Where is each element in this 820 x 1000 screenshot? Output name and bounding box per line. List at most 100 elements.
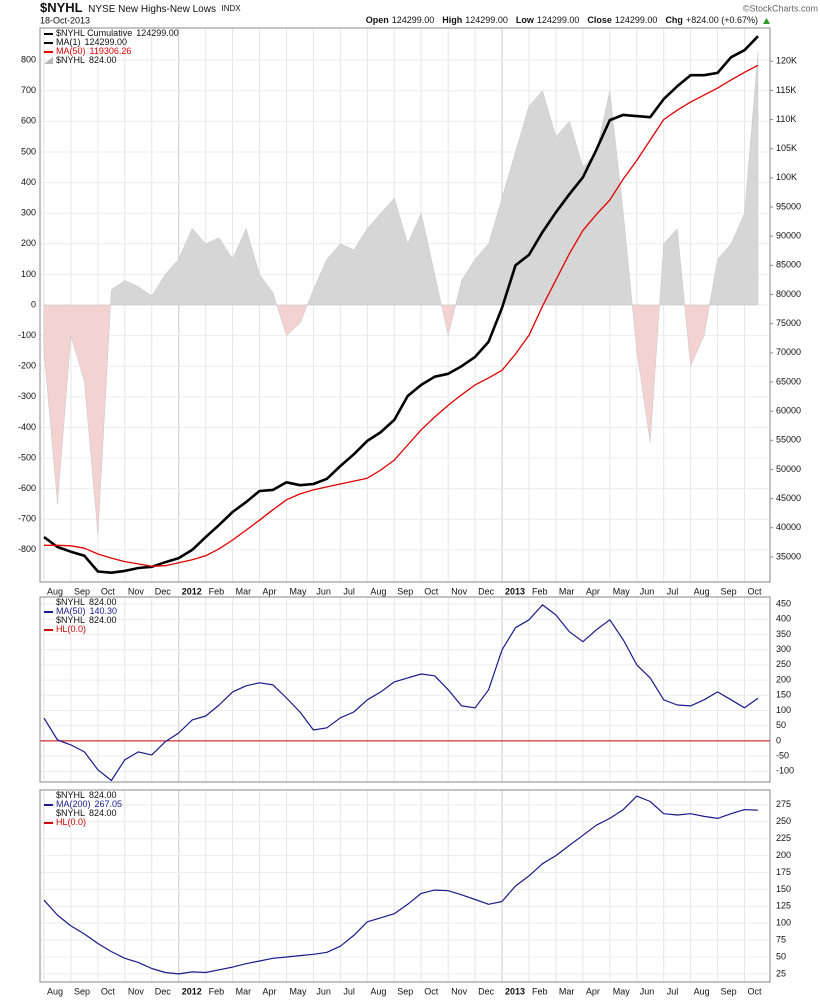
y-tick-label: 500 xyxy=(21,146,36,156)
y-tick-label: -50 xyxy=(776,751,789,761)
line xyxy=(43,795,759,975)
x-tick-label: Mar xyxy=(236,586,252,596)
x-tick-label: 2013 xyxy=(505,986,525,996)
x-tick-label: Aug xyxy=(370,986,386,996)
legend-name: $NYHL xyxy=(56,597,85,607)
chart-header: $NYHL NYSE New Highs-New Lows INDX xyxy=(40,0,241,15)
y2-tick-label: 35000 xyxy=(776,551,801,561)
legend-value: 124299.00 xyxy=(85,37,128,47)
y-tick-label: 25 xyxy=(776,968,786,978)
x-tick-label: Apr xyxy=(263,586,277,596)
legend-name: MA(200) xyxy=(56,799,91,809)
y-tick-label: 50 xyxy=(776,720,786,730)
y-tick-label: -500 xyxy=(18,452,36,462)
x-tick-label: Apr xyxy=(263,986,277,996)
line xyxy=(43,604,759,782)
y-tick-label: -200 xyxy=(18,361,36,371)
quote-label: Low xyxy=(516,15,535,25)
y-tick-label: 200 xyxy=(21,238,36,248)
y2-tick-label: 80000 xyxy=(776,289,801,299)
up-indicator xyxy=(763,18,770,24)
legend-marker xyxy=(44,57,53,64)
y-tick-label: -800 xyxy=(18,544,36,554)
x-tick-label: Sep xyxy=(397,986,413,996)
y-tick-label: 400 xyxy=(776,614,791,624)
x-tick-label: Sep xyxy=(721,586,737,596)
y-tick-label: -600 xyxy=(18,483,36,493)
x-tick-label: Nov xyxy=(128,986,145,996)
y2-tick-label: 60000 xyxy=(776,406,801,416)
y-tick-label: 250 xyxy=(776,816,791,826)
instrument-name: NYSE New Highs-New Lows xyxy=(88,4,216,15)
x-tick-label: Dec xyxy=(155,586,172,596)
x-tick-label: Oct xyxy=(424,586,439,596)
x-tick-label: Oct xyxy=(424,986,439,996)
quote-label: High xyxy=(442,15,462,25)
x-tick-label: Mar xyxy=(236,986,252,996)
legend-name: $NYHL Cumulative xyxy=(56,28,132,38)
quote-value: 124299.00 xyxy=(465,15,508,25)
x-tick-label: Dec xyxy=(478,586,495,596)
quote-line: Open 124299.00 High 124299.00 Low 124299.00 Cl… xyxy=(366,15,758,25)
y2-tick-label: 45000 xyxy=(776,493,801,503)
y-tick-label: 250 xyxy=(776,659,791,669)
chart-date: 18-Oct-2013 xyxy=(40,15,90,25)
y2-tick-label: 70000 xyxy=(776,347,801,357)
y-tick-label: 0 xyxy=(31,299,36,309)
x-tick-label: 2013 xyxy=(505,586,525,596)
x-tick-label: Oct xyxy=(101,586,116,596)
legend-entry: MA(50) 140.30 xyxy=(56,606,117,616)
y2-tick-label: 105K xyxy=(776,143,797,153)
x-tick-label: Apr xyxy=(586,586,600,596)
legend-value: 124299.00 xyxy=(136,28,179,38)
x-tick-label: Nov xyxy=(451,986,468,996)
x-tick-label: May xyxy=(289,586,307,596)
x-tick-label: Jul xyxy=(667,586,679,596)
legend-name: $NYHL xyxy=(56,55,85,65)
y2-tick-label: 110K xyxy=(776,114,796,124)
x-tick-label: Sep xyxy=(74,586,90,596)
y-tick-label: 100 xyxy=(776,918,791,928)
quote-label: Close xyxy=(587,15,612,25)
x-tick-label: May xyxy=(613,986,631,996)
x-tick-label: Jun xyxy=(640,586,655,596)
y-tick-label: 350 xyxy=(776,629,791,639)
y-tick-label: 75 xyxy=(776,934,786,944)
legend-value: 824.00 xyxy=(89,597,117,607)
x-tick-label: Jun xyxy=(316,586,331,596)
legend-entry: HL(0.0) xyxy=(56,817,86,827)
y-tick-label: 800 xyxy=(21,55,36,65)
legend-entry: MA(50) 119306.26 xyxy=(56,46,131,56)
legend-entry: $NYHL 824.00 xyxy=(56,597,117,607)
x-tick-label: Jun xyxy=(316,986,331,996)
legend-entry: $NYHL 824.00 xyxy=(56,808,117,818)
y2-tick-label: 95000 xyxy=(776,201,801,211)
x-tick-label: Sep xyxy=(74,986,90,996)
x-tick-label: Jul xyxy=(343,586,355,596)
y-tick-label: 0 xyxy=(776,735,781,745)
x-tick-label: Mar xyxy=(559,986,575,996)
y2-tick-label: 115K xyxy=(776,85,796,95)
legend-name: HL(0.0) xyxy=(56,817,86,827)
y-tick-label: 200 xyxy=(776,850,791,860)
plot-frame xyxy=(39,789,771,983)
x-tick-label: Oct xyxy=(101,986,116,996)
legend-name: MA(50) xyxy=(56,606,86,616)
x-tick-label: Feb xyxy=(209,986,225,996)
quote-value: 124299.00 xyxy=(615,15,658,25)
legend-entry: MA(1) 124299.00 xyxy=(56,37,127,47)
x-tick-label: Sep xyxy=(721,986,737,996)
x-tick-label: Nov xyxy=(128,586,145,596)
plot-frame xyxy=(39,27,771,583)
quote-label: Open xyxy=(366,15,389,25)
y-tick-label: -100 xyxy=(18,330,36,340)
y-tick-label: 225 xyxy=(776,833,791,843)
x-tick-label: Nov xyxy=(451,586,468,596)
x-tick-label: Oct xyxy=(748,986,763,996)
y2-tick-label: 50000 xyxy=(776,464,801,474)
x-tick-label: Sep xyxy=(397,586,413,596)
x-tick-label: Aug xyxy=(694,586,710,596)
y2-tick-label: 65000 xyxy=(776,376,801,386)
legend-value: 140.30 xyxy=(90,606,118,616)
